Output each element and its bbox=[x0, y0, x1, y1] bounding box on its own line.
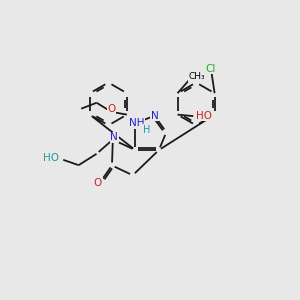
Text: HO: HO bbox=[196, 110, 212, 121]
Text: Cl: Cl bbox=[205, 64, 215, 74]
Text: N: N bbox=[151, 111, 158, 121]
Text: CH₃: CH₃ bbox=[188, 72, 205, 81]
Text: N: N bbox=[110, 132, 118, 142]
Text: H: H bbox=[143, 125, 150, 135]
Text: O: O bbox=[94, 178, 102, 188]
Text: NH: NH bbox=[129, 118, 144, 128]
Text: O: O bbox=[107, 104, 116, 114]
Text: HO: HO bbox=[43, 153, 59, 163]
